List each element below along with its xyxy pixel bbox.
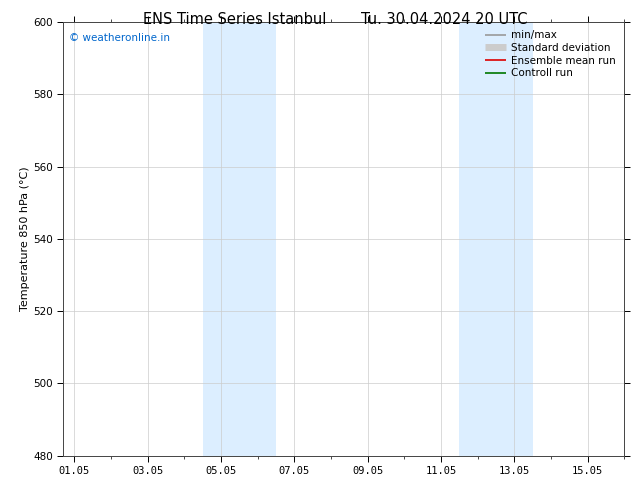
Text: © weatheronline.in: © weatheronline.in [69,33,170,43]
Y-axis label: Temperature 850 hPa (°C): Temperature 850 hPa (°C) [20,167,30,311]
Text: ENS Time Series Istanbul: ENS Time Series Istanbul [143,12,327,27]
Text: Tu. 30.04.2024 20 UTC: Tu. 30.04.2024 20 UTC [361,12,527,27]
Bar [460,22,533,456]
Legend: min/max, Standard deviation, Ensemble mean run, Controll run: min/max, Standard deviation, Ensemble me… [482,27,619,81]
Bar [203,22,276,456]
